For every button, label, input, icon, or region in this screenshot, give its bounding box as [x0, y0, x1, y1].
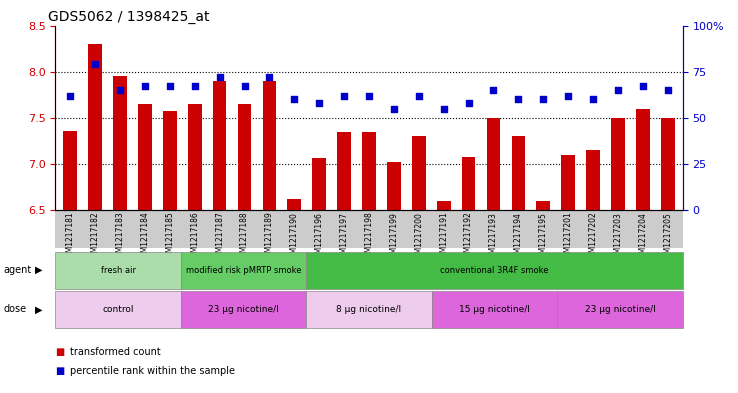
- Point: [289, 96, 300, 103]
- Text: transformed count: transformed count: [70, 347, 161, 357]
- Point: [388, 105, 400, 112]
- Bar: [462, 157, 475, 210]
- Text: agent: agent: [4, 265, 32, 275]
- Point: [537, 96, 549, 103]
- Text: 23 μg nicotine/l: 23 μg nicotine/l: [208, 305, 279, 314]
- Point: [488, 87, 500, 93]
- Point: [438, 105, 449, 112]
- Text: 15 μg nicotine/l: 15 μg nicotine/l: [459, 305, 530, 314]
- Point: [164, 83, 176, 90]
- Bar: [312, 158, 326, 210]
- Point: [413, 93, 424, 99]
- Bar: [511, 136, 525, 210]
- Point: [338, 93, 350, 99]
- Bar: [138, 104, 152, 210]
- Text: 8 μg nicotine/l: 8 μg nicotine/l: [337, 305, 401, 314]
- Text: modified risk pMRTP smoke: modified risk pMRTP smoke: [186, 266, 301, 275]
- Bar: [412, 136, 426, 210]
- Bar: [263, 81, 276, 210]
- Bar: [611, 118, 625, 210]
- Bar: [562, 155, 575, 210]
- Point: [189, 83, 201, 90]
- Bar: [387, 162, 401, 210]
- Text: dose: dose: [4, 305, 27, 314]
- Text: control: control: [103, 305, 134, 314]
- Text: conventional 3R4F smoke: conventional 3R4F smoke: [440, 266, 549, 275]
- Bar: [537, 201, 550, 210]
- Point: [612, 87, 624, 93]
- Bar: [163, 110, 176, 210]
- Text: ■: ■: [55, 366, 65, 376]
- Text: percentile rank within the sample: percentile rank within the sample: [70, 366, 235, 376]
- Point: [238, 83, 250, 90]
- Point: [214, 74, 226, 81]
- Bar: [636, 108, 649, 210]
- Bar: [63, 131, 77, 210]
- Bar: [213, 81, 227, 210]
- Text: fresh air: fresh air: [100, 266, 136, 275]
- Text: GDS5062 / 1398425_at: GDS5062 / 1398425_at: [48, 10, 210, 24]
- Bar: [362, 132, 376, 210]
- Point: [463, 100, 475, 106]
- Bar: [586, 150, 600, 210]
- Point: [662, 87, 674, 93]
- Bar: [188, 104, 201, 210]
- Point: [562, 93, 574, 99]
- Bar: [288, 199, 301, 210]
- Bar: [89, 44, 102, 210]
- Point: [637, 83, 649, 90]
- Text: ■: ■: [55, 347, 65, 357]
- Point: [89, 61, 101, 68]
- Point: [314, 100, 325, 106]
- Bar: [486, 118, 500, 210]
- Point: [114, 87, 126, 93]
- Bar: [661, 118, 675, 210]
- Point: [512, 96, 524, 103]
- Text: ▶: ▶: [35, 265, 43, 275]
- Bar: [337, 132, 351, 210]
- Bar: [238, 104, 252, 210]
- Point: [139, 83, 151, 90]
- Point: [64, 93, 76, 99]
- Text: ▶: ▶: [35, 305, 43, 314]
- Bar: [437, 201, 450, 210]
- Bar: [113, 76, 127, 210]
- Point: [263, 74, 275, 81]
- Text: 23 μg nicotine/l: 23 μg nicotine/l: [584, 305, 655, 314]
- Point: [363, 93, 375, 99]
- Point: [587, 96, 599, 103]
